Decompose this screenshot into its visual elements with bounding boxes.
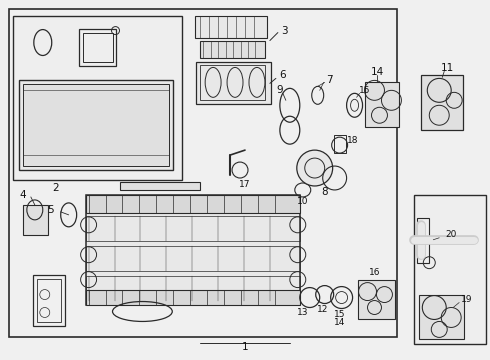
Bar xyxy=(19,80,173,170)
Text: 15: 15 xyxy=(359,86,370,95)
Bar xyxy=(13,15,182,180)
Ellipse shape xyxy=(297,150,333,186)
Bar xyxy=(86,216,300,241)
Bar xyxy=(358,280,395,319)
Bar xyxy=(78,28,117,67)
Text: 1: 1 xyxy=(242,342,248,352)
Text: 5: 5 xyxy=(48,205,54,215)
Bar xyxy=(365,82,399,127)
Bar xyxy=(121,182,200,190)
Bar xyxy=(83,32,113,62)
Text: 9: 9 xyxy=(276,85,283,95)
Text: 2: 2 xyxy=(52,183,59,193)
Bar xyxy=(86,276,300,301)
Text: 6: 6 xyxy=(279,71,286,80)
Text: 19: 19 xyxy=(462,295,473,304)
Text: 20: 20 xyxy=(445,230,457,239)
Text: 13: 13 xyxy=(297,308,309,317)
Text: 15: 15 xyxy=(334,310,345,319)
Bar xyxy=(196,62,271,104)
Bar xyxy=(419,294,464,339)
Bar xyxy=(33,275,65,327)
Text: 4: 4 xyxy=(20,190,26,200)
Bar xyxy=(86,289,300,305)
Text: 11: 11 xyxy=(441,63,454,73)
Text: 16: 16 xyxy=(369,268,380,277)
Text: 12: 12 xyxy=(317,305,328,314)
Bar xyxy=(86,195,300,213)
Text: 14: 14 xyxy=(371,67,384,77)
Bar xyxy=(200,41,265,58)
Bar xyxy=(23,84,169,166)
Text: 3: 3 xyxy=(282,26,288,36)
Text: 14: 14 xyxy=(334,318,345,327)
Text: 7: 7 xyxy=(326,75,333,85)
Bar xyxy=(86,246,300,271)
Bar xyxy=(200,66,265,100)
Text: 10: 10 xyxy=(297,197,309,206)
Bar xyxy=(334,135,345,153)
Bar xyxy=(195,15,267,37)
Text: 8: 8 xyxy=(321,187,328,197)
Bar xyxy=(9,9,397,337)
Text: 18: 18 xyxy=(347,136,358,145)
Text: 17: 17 xyxy=(239,180,251,189)
Bar xyxy=(86,195,300,305)
Bar xyxy=(415,195,486,345)
Bar xyxy=(421,75,463,130)
Bar xyxy=(417,218,429,263)
Bar xyxy=(23,205,48,235)
Bar xyxy=(37,279,61,323)
